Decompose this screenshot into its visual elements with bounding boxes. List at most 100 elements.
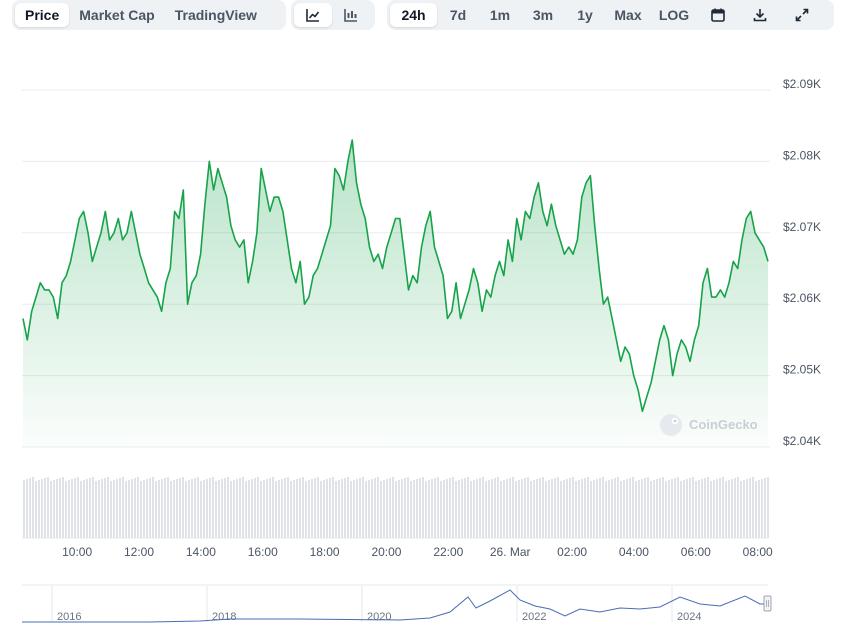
volume-bar <box>455 481 457 538</box>
volume-bar <box>68 480 70 538</box>
volume-bar <box>323 480 325 538</box>
x-tick-label: 26. Mar <box>490 545 531 559</box>
y-tick-label: $2.05K <box>783 363 821 377</box>
volume-bar <box>596 479 598 538</box>
volume-bar <box>404 478 406 538</box>
candlestick-chart-icon[interactable] <box>332 3 370 27</box>
expand-icon[interactable] <box>781 3 823 27</box>
volume-bars <box>23 477 769 538</box>
x-tick-label: 16:00 <box>248 545 278 559</box>
watermark-text: CoinGecko <box>689 417 758 432</box>
volume-bar <box>458 480 460 538</box>
navigator-year-label: 2022 <box>522 611 546 623</box>
volume-bar <box>680 481 682 538</box>
volume-bar <box>383 480 385 538</box>
volume-bar <box>308 480 310 538</box>
volume-bar <box>89 478 91 538</box>
volume-bar <box>641 479 643 538</box>
volume-bar <box>353 480 355 538</box>
volume-bar <box>278 480 280 538</box>
range-group: 24h 7d 1m 3m 1y Max LOG <box>387 0 834 30</box>
volume-bar <box>569 478 571 538</box>
volume-bar <box>137 477 139 538</box>
range-3m[interactable]: 3m <box>521 3 565 27</box>
volume-bar <box>359 478 361 538</box>
volume-bar <box>743 480 745 538</box>
volume-bar <box>599 478 601 538</box>
volume-bar <box>260 481 262 538</box>
navigator-year-label: 2024 <box>677 611 701 623</box>
volume-bar <box>647 477 649 538</box>
volume-bar <box>539 478 541 538</box>
volume-bar <box>239 478 241 538</box>
volume-bar <box>731 479 733 538</box>
volume-bar <box>182 477 184 538</box>
volume-bar <box>503 480 505 538</box>
volume-bar <box>116 479 118 538</box>
range-log[interactable]: LOG <box>651 3 697 27</box>
volume-bar <box>527 477 529 538</box>
volume-bar <box>650 481 652 538</box>
x-tick-label: 08:00 <box>743 545 773 559</box>
volume-bar <box>155 481 157 538</box>
volume-bar <box>494 478 496 538</box>
volume-bar <box>218 480 220 538</box>
x-tick-label: 10:00 <box>62 545 92 559</box>
volume-bar <box>557 477 559 538</box>
volume-bar <box>110 481 112 538</box>
volume-bar <box>275 481 277 538</box>
volume-bar <box>536 479 538 538</box>
volume-bar <box>761 479 763 538</box>
volume-bar <box>725 481 727 538</box>
volume-bar <box>269 478 271 538</box>
range-1m[interactable]: 1m <box>479 3 521 27</box>
range-24h[interactable]: 24h <box>390 3 437 27</box>
navigator-handle[interactable] <box>763 595 772 612</box>
volume-bar <box>146 479 148 538</box>
view-tab-group: Price Market Cap TradingView <box>12 0 286 30</box>
y-tick-label: $2.09K <box>783 77 821 91</box>
volume-bar <box>134 478 136 538</box>
volume-bar <box>65 481 67 538</box>
download-icon[interactable] <box>739 3 781 27</box>
volume-bar <box>62 477 64 538</box>
range-max[interactable]: Max <box>605 3 651 27</box>
volume-bar <box>737 477 739 538</box>
volume-bar <box>71 479 73 538</box>
x-tick-label: 18:00 <box>310 545 340 559</box>
volume-bar <box>491 479 493 538</box>
volume-bar <box>521 479 523 538</box>
volume-bar <box>440 481 442 538</box>
volume-bar <box>56 479 58 538</box>
volume-bar <box>125 481 127 538</box>
volume-bar <box>44 478 46 538</box>
volume-bar <box>299 478 301 538</box>
range-7d[interactable]: 7d <box>437 3 479 27</box>
line-chart-icon[interactable] <box>294 3 332 27</box>
calendar-icon[interactable] <box>697 3 739 27</box>
volume-bar <box>38 480 40 538</box>
volume-bar <box>392 477 394 538</box>
tab-market-cap[interactable]: Market Cap <box>69 3 164 27</box>
volume-bar <box>584 478 586 538</box>
volume-bar <box>380 481 382 538</box>
volume-bar <box>197 477 199 538</box>
tab-price[interactable]: Price <box>15 3 70 27</box>
volume-bar <box>320 481 322 538</box>
volume-bar <box>395 481 397 538</box>
volume-bar <box>755 481 757 538</box>
volume-bar <box>284 478 286 538</box>
volume-bar <box>464 478 466 538</box>
tab-tradingview[interactable]: TradingView <box>165 3 267 27</box>
volume-bar <box>722 477 724 538</box>
volume-bar <box>122 477 124 538</box>
volume-bar <box>518 480 520 538</box>
range-navigator[interactable]: 2016 2018 2020 2022 2024 <box>22 584 772 623</box>
volume-bar <box>476 479 478 538</box>
volume-bar <box>740 481 742 538</box>
volume-bar <box>29 478 31 538</box>
range-1y[interactable]: 1y <box>565 3 605 27</box>
volume-bar <box>428 480 430 538</box>
volume-bar <box>194 478 196 538</box>
